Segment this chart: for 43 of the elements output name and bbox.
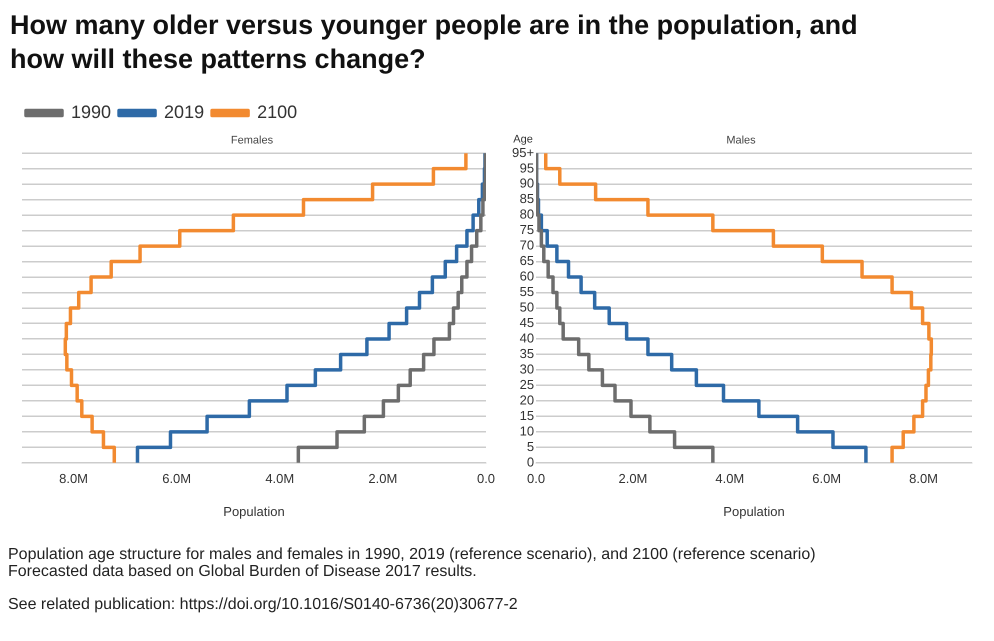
y-tick-label: 85 (520, 191, 534, 206)
y-tick-label: 95+ (512, 144, 534, 160)
y-tick-label: 80 (520, 206, 534, 222)
x-tick-label: 4.0M (265, 471, 294, 486)
x-tick-label: 0.0 (476, 471, 496, 486)
y-tick-label: 65 (520, 253, 534, 268)
x-tick-label: 2.0M (618, 471, 648, 486)
x-axis-title: Population (723, 504, 785, 519)
chart-title: How many older versus younger people are in the population, and how will these patterns change? (10, 9, 859, 76)
x-tick-label: 2.0M (368, 471, 398, 486)
legend-label: 2100 (257, 102, 298, 122)
y-tick-label: 10 (520, 423, 534, 438)
y-tick-label: 70 (520, 238, 534, 253)
y-tick-label: 25 (520, 376, 534, 392)
y-tick-label: 5 (526, 438, 534, 454)
x-tick-label: 6.0M (162, 471, 192, 486)
x-tick-label: 0.0 (527, 471, 546, 486)
chart-subtitle: Males (726, 134, 756, 147)
y-tick-label: 75 (520, 222, 534, 238)
y-tick-label: 40 (520, 330, 534, 346)
x-tick-label: 4.0M (715, 471, 744, 486)
y-tick-label: 0 (526, 454, 534, 470)
y-tick-label: 15 (520, 408, 534, 423)
x-tick-label: 8.0M (909, 471, 938, 486)
y-tick-label: 90 (520, 176, 534, 191)
y-tick-label: 30 (520, 362, 534, 376)
y-axis-title: Age (513, 134, 533, 146)
chart-subtitle: Females (230, 134, 274, 147)
x-tick-label: 6.0M (812, 471, 842, 486)
y-tick-label: 60 (520, 268, 534, 284)
y-tick-label: 20 (520, 392, 534, 408)
text: Population age structure for males and females in 1990, 2019 (reference scenario), and 2100 (reference scenario) (8, 546, 817, 563)
legend-label: 2019 (164, 102, 204, 122)
y-tick-label: 55 (520, 284, 534, 300)
text: See related publication: https://doi.org/10.1016/S0140-6736(20)30677-2 (8, 596, 519, 613)
y-tick-label: 95 (520, 160, 534, 176)
y-tick-label: 45 (520, 315, 534, 330)
x-axis-title: Population (223, 504, 285, 519)
x-tick-label: 8.0M (59, 471, 88, 486)
legend-label: 1990 (71, 102, 112, 122)
y-tick-label: 35 (520, 346, 534, 362)
y-tick-label: 50 (520, 300, 534, 315)
text: Forecasted data based on Global Burden of Disease 2017 results. (8, 563, 478, 580)
